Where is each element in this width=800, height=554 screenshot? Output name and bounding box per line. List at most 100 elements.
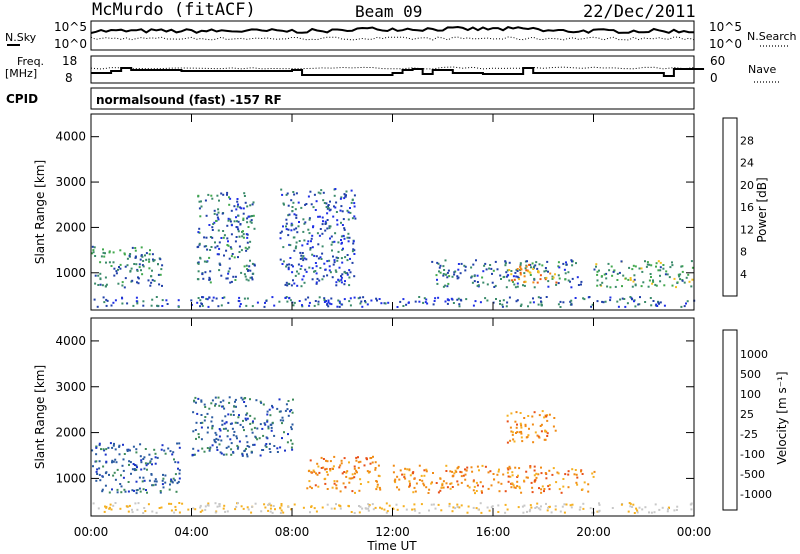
power-cell <box>476 281 479 283</box>
power-cell <box>591 303 594 306</box>
power-cell <box>437 296 440 299</box>
velocity-cell <box>540 423 543 426</box>
velocity-cell <box>217 396 220 399</box>
power-cell <box>124 277 127 280</box>
velocity-cell <box>225 421 228 424</box>
velocity-cell <box>270 504 273 507</box>
power-cell <box>134 256 137 259</box>
power-cell <box>208 276 211 279</box>
velocity-cell <box>355 469 358 472</box>
velocity-cell <box>498 468 500 471</box>
power-cell <box>131 279 134 282</box>
power-cell <box>351 217 354 220</box>
velocity-cell <box>132 445 135 448</box>
velocity-cell <box>239 423 242 426</box>
power-cell <box>354 217 357 220</box>
power-cell <box>237 228 240 231</box>
power-cell <box>288 213 291 216</box>
velocity-cell <box>173 511 176 514</box>
power-cell <box>228 267 231 270</box>
power-cell <box>599 283 602 286</box>
velocity-cell <box>555 481 558 484</box>
velocity-cell <box>246 445 249 447</box>
power-cell <box>119 263 122 266</box>
power-cell <box>137 282 140 285</box>
velocity-cell <box>98 460 101 463</box>
power-cell <box>130 267 133 270</box>
power-cell <box>347 232 350 235</box>
power-cell <box>349 211 352 214</box>
velocity-cell <box>208 449 211 452</box>
velocity-cell <box>368 504 371 507</box>
power-cell <box>538 263 541 266</box>
power-cell <box>646 263 649 266</box>
velocity-cell <box>153 480 156 483</box>
velocity-cell <box>151 463 153 466</box>
velocity-cell <box>291 442 294 445</box>
velocity-cell <box>246 455 249 458</box>
velocity-cell <box>514 466 517 469</box>
power-cell <box>298 300 301 302</box>
velocity-cell <box>477 508 480 511</box>
power-cell <box>647 285 650 288</box>
velocity-cell <box>268 408 271 411</box>
power-cell <box>325 202 328 205</box>
power-cell <box>205 214 208 217</box>
power-cell <box>198 231 201 234</box>
power-cell <box>525 265 528 268</box>
power-cell <box>249 220 252 223</box>
velocity-cell <box>128 504 131 507</box>
power-cell <box>124 265 127 268</box>
velocity-cell <box>544 438 547 441</box>
power-cell <box>161 299 164 302</box>
velocity-cell <box>314 484 317 487</box>
power-cell <box>516 270 519 272</box>
power-cell <box>621 297 624 300</box>
power-cell <box>131 246 134 249</box>
velocity-cell <box>178 446 181 449</box>
noise-search-line <box>90 36 695 41</box>
velocity-cell <box>256 438 259 441</box>
velocity-cell <box>215 433 218 436</box>
velocity-cell <box>279 419 282 422</box>
power-cell <box>479 301 482 304</box>
power-cell <box>309 190 312 193</box>
power-cell <box>505 305 508 308</box>
velocity-cell <box>531 415 534 418</box>
velocity-cell <box>340 459 343 462</box>
velocity-cell <box>92 465 94 468</box>
power-cell <box>247 279 250 282</box>
power-cell <box>239 223 242 226</box>
power-cell <box>425 298 428 301</box>
power-cell <box>342 234 345 237</box>
power-cell <box>134 255 137 258</box>
velocity-cell <box>249 398 251 401</box>
velocity-cell <box>546 435 549 437</box>
power-cell <box>451 275 454 278</box>
velocity-cell <box>502 473 505 476</box>
power-cell <box>673 277 676 280</box>
velocity-cell <box>155 511 158 514</box>
velocity-cell <box>121 464 124 467</box>
velocity-cell <box>242 507 245 510</box>
power-cell <box>414 300 417 303</box>
power-cell <box>677 273 680 276</box>
power-cell <box>407 301 410 304</box>
power-cell <box>634 265 637 268</box>
power-cell <box>211 226 214 229</box>
power-cell <box>438 270 440 273</box>
power-cell <box>444 300 447 303</box>
power-cell <box>352 248 355 251</box>
velocity-cell <box>487 487 490 490</box>
velocity-cell <box>533 465 536 468</box>
velocity-cell <box>96 473 99 475</box>
power-cell <box>326 212 329 215</box>
power-cell <box>515 268 518 271</box>
velocity-cell <box>204 505 207 508</box>
power-cell <box>203 260 206 263</box>
velocity-cell <box>265 446 268 448</box>
velocity-cell <box>290 446 293 449</box>
power-cell <box>222 236 225 239</box>
power-cell <box>218 199 220 202</box>
power-cell <box>104 285 107 288</box>
